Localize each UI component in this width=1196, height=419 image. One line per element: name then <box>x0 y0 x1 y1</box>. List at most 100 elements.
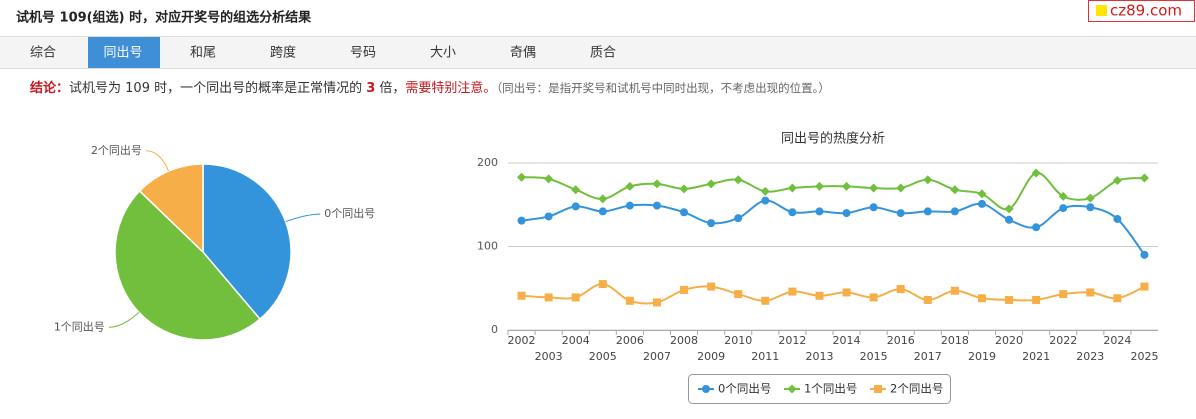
conclusion-text: 倍， <box>375 81 405 96</box>
conclusion-warning: 需要特别注意。 <box>405 80 496 96</box>
x-tick-label: 2014 <box>833 334 861 347</box>
x-tick-label: 2003 <box>535 350 563 363</box>
point <box>544 174 554 184</box>
point <box>1086 288 1095 297</box>
point <box>1086 203 1095 212</box>
point <box>787 183 797 193</box>
point <box>544 212 553 221</box>
x-tick-label: 2008 <box>670 334 698 347</box>
conclusion-note: （同出号：是指开奖号和试机号中同时出现，不考虑出现的位置。） <box>496 81 830 95</box>
x-tick-label: 2021 <box>1022 350 1050 363</box>
logo-box <box>1088 0 1195 22</box>
point <box>734 290 743 299</box>
legend-item[interactable]: 1个同出号 <box>784 382 857 396</box>
y-tick-label: 100 <box>477 240 498 253</box>
point <box>625 181 635 191</box>
point <box>1005 215 1014 224</box>
x-tick-label: 2006 <box>616 334 644 347</box>
point <box>788 287 797 296</box>
point <box>1059 204 1068 213</box>
point <box>706 179 716 189</box>
pie-slice <box>114 189 261 341</box>
point <box>1059 290 1068 299</box>
point <box>544 293 553 302</box>
line-chart: 同出号的热度分析 0 100 200 2002 2003 2004 2005 2006 2007 2… <box>477 131 1158 404</box>
point <box>517 291 526 300</box>
point <box>869 293 878 302</box>
leader-line <box>145 150 170 172</box>
x-tick-label: 2018 <box>941 334 969 347</box>
legend-label[interactable]: 1个同出号 <box>804 382 857 396</box>
point <box>680 208 689 217</box>
legend-label[interactable]: 2个同出号 <box>890 382 943 396</box>
conclusion-label: 结论： <box>30 80 69 96</box>
point <box>842 181 852 191</box>
point <box>680 285 689 294</box>
y-tick-label: 0 <box>491 323 498 336</box>
tab[interactable]: 跨度 <box>270 45 296 61</box>
point <box>625 201 634 210</box>
point <box>950 207 959 216</box>
point <box>761 196 770 205</box>
tab-label[interactable]: 奇偶 <box>510 45 536 61</box>
tab-label[interactable]: 同出号 <box>103 46 142 61</box>
point <box>652 201 661 210</box>
logo-icon <box>1096 5 1107 16</box>
tabs: 综合 同出号 和尾 跨度 号码 大小 奇偶 质合 <box>30 37 616 68</box>
tab-active-bg <box>88 37 160 68</box>
point <box>814 181 824 191</box>
point <box>1112 176 1122 186</box>
point <box>977 199 986 208</box>
tab[interactable]: 大小 <box>430 46 456 61</box>
page-title: 试机号 109(组选) 时，对应开奖号的组选分析结果 <box>16 10 311 26</box>
point <box>652 179 662 189</box>
x-tick-label: 2017 <box>914 350 942 363</box>
x-tick-label: 2019 <box>968 350 996 363</box>
tab[interactable]: 奇偶 <box>510 45 536 61</box>
point <box>842 288 851 297</box>
point <box>1113 294 1122 303</box>
point <box>733 175 743 185</box>
point <box>1031 168 1041 178</box>
logo: cz89.com <box>1110 2 1182 20</box>
tab-label[interactable]: 号码 <box>350 46 376 61</box>
conclusion: 结论：试机号为 109 时，一个同出号的概率是正常情况的 3 倍，需要特别注意。… <box>30 80 830 96</box>
tab[interactable]: 和尾 <box>190 46 216 61</box>
x-tick-label: 2013 <box>805 350 833 363</box>
point <box>923 295 932 304</box>
pie-label: 0个同出号 <box>324 206 375 220</box>
point <box>977 294 986 303</box>
x-tick-label: 2010 <box>724 334 752 347</box>
point <box>1005 295 1014 304</box>
legend-item[interactable]: 2个同出号 <box>870 382 943 396</box>
point <box>788 208 797 217</box>
legend-box <box>688 374 951 404</box>
x-tick-label: 2025 <box>1130 350 1158 363</box>
tab[interactable]: 号码 <box>350 46 376 61</box>
point <box>571 202 580 211</box>
tab-label[interactable]: 质合 <box>590 46 616 61</box>
point <box>1113 214 1122 223</box>
tab[interactable]: 同出号 <box>88 37 160 68</box>
x-tick-label: 2004 <box>562 334 590 347</box>
tab[interactable]: 质合 <box>590 46 616 61</box>
x-tick-label: 2020 <box>995 334 1023 347</box>
point <box>1032 295 1041 304</box>
tab-label[interactable]: 大小 <box>430 46 456 61</box>
point <box>1032 223 1041 232</box>
tab-label[interactable]: 跨度 <box>270 45 296 61</box>
legend-label[interactable]: 0个同出号 <box>718 382 771 396</box>
point <box>761 296 770 305</box>
tab-label[interactable]: 综合 <box>30 46 56 61</box>
tab-bar <box>0 37 1196 68</box>
point <box>517 216 526 225</box>
leader-line <box>108 311 140 328</box>
x-tick-label: 2007 <box>643 350 671 363</box>
point <box>598 207 607 216</box>
point <box>896 285 905 294</box>
tab-label[interactable]: 和尾 <box>190 46 216 61</box>
tab[interactable]: 综合 <box>30 46 56 61</box>
legend-item[interactable]: 0个同出号 <box>698 382 771 396</box>
point <box>734 214 743 223</box>
leader-line <box>285 213 321 223</box>
